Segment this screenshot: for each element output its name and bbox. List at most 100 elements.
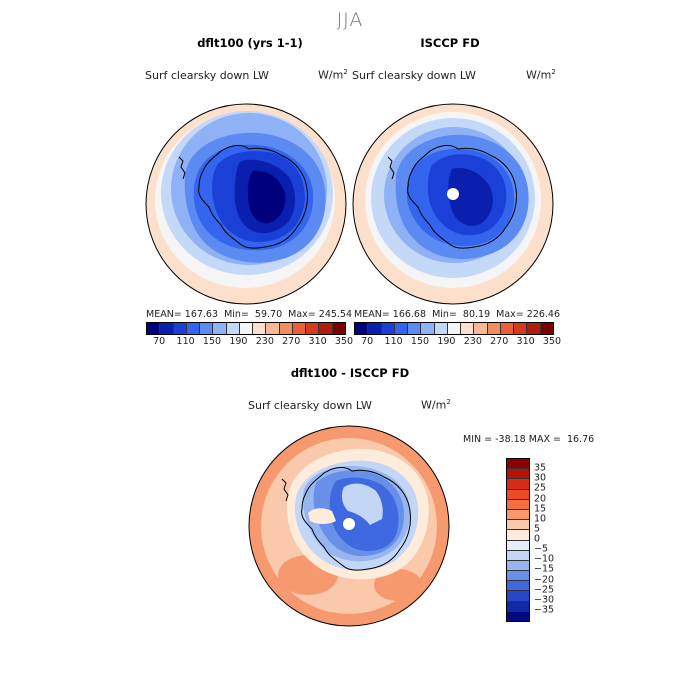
colorbar-swatch bbox=[507, 571, 529, 582]
colorbar-swatch bbox=[540, 323, 553, 334]
colorbar-swatch bbox=[507, 530, 529, 541]
colorbar-tick-label: 150 bbox=[410, 336, 430, 347]
field-band-70 bbox=[247, 170, 286, 224]
colorbar-tick-label: 150 bbox=[202, 336, 222, 347]
colorbar-swatch bbox=[266, 323, 280, 334]
colorbar-swatch bbox=[160, 323, 174, 334]
colorbar-swatch bbox=[507, 509, 529, 521]
colorbar-tick-label: −25 bbox=[534, 584, 555, 596]
panel-1-title: dflt100 (yrs 1-1) bbox=[197, 36, 303, 50]
colorbar-tick-label: 110 bbox=[176, 336, 195, 347]
colorbar-swatch bbox=[394, 323, 409, 334]
colorbar-tick-label: 70 bbox=[361, 336, 374, 347]
colorbar-tick-label: 110 bbox=[384, 336, 403, 347]
panel-1-polar-map bbox=[145, 103, 347, 305]
antarctica-coastline bbox=[198, 144, 308, 249]
panel-2-variable: Surf clearsky down LW bbox=[352, 69, 476, 82]
colorbar-swatch bbox=[527, 323, 541, 334]
colorbar-tick-label: −5 bbox=[534, 543, 549, 555]
colorbar-tick-label: 15 bbox=[534, 503, 547, 515]
colorbar-tick-label: 230 bbox=[463, 336, 482, 347]
colorbar-swatch bbox=[514, 323, 528, 334]
peninsula-coastline bbox=[387, 156, 395, 180]
peninsula-coastline bbox=[281, 478, 289, 502]
colorbar-swatch bbox=[461, 323, 475, 334]
panel-2-map-border bbox=[352, 103, 554, 305]
colorbar-tick-label: 5 bbox=[534, 523, 541, 535]
colorbar-tick-label: 30 bbox=[534, 472, 547, 484]
colorbar-swatch bbox=[186, 323, 201, 334]
antarctica-coastline bbox=[301, 466, 411, 571]
colorbar-swatch bbox=[487, 323, 501, 334]
panel-2-colorbar bbox=[354, 322, 554, 335]
colorbar-swatch bbox=[474, 323, 488, 334]
panel-2-polar-map bbox=[352, 103, 554, 305]
peninsula-coastline bbox=[178, 156, 186, 180]
panel-2-units: W/m2 bbox=[526, 68, 556, 82]
colorbar-swatch bbox=[368, 323, 382, 334]
colorbar-tick-label: −15 bbox=[534, 563, 555, 575]
colorbar-tick-label: 310 bbox=[308, 336, 327, 347]
colorbar-swatch bbox=[355, 323, 369, 334]
colorbar-swatch bbox=[226, 323, 240, 334]
panel-3-units: W/m2 bbox=[421, 398, 451, 412]
colorbar-swatch bbox=[279, 323, 293, 334]
panel-1-colorbar bbox=[146, 322, 346, 335]
colorbar-tick-label: −20 bbox=[534, 574, 555, 585]
colorbar-swatch bbox=[507, 459, 529, 470]
colorbar-swatch bbox=[292, 323, 307, 334]
colorbar-swatch bbox=[507, 499, 529, 510]
colorbar-tick-label: −35 bbox=[534, 604, 555, 616]
colorbar-swatch bbox=[507, 591, 529, 602]
panel-3-title: dflt100 - ISCCP FD bbox=[290, 366, 410, 380]
colorbar-swatch bbox=[507, 560, 529, 572]
colorbar-tick-label: 35 bbox=[534, 462, 547, 474]
colorbar-swatch bbox=[507, 540, 529, 551]
field-band-90 bbox=[448, 167, 493, 226]
panel-2-title: ISCCP FD bbox=[420, 36, 480, 50]
colorbar-tick-label: 350 bbox=[542, 336, 562, 347]
colorbar-swatch bbox=[500, 323, 515, 334]
colorbar-swatch bbox=[507, 469, 529, 480]
colorbar-swatch bbox=[239, 323, 254, 334]
panel-3-polar-map bbox=[248, 425, 450, 627]
colorbar-tick-label: 190 bbox=[437, 336, 456, 347]
colorbar-tick-label: 270 bbox=[282, 336, 301, 347]
colorbar-tick-label: 270 bbox=[490, 336, 509, 347]
panel-2-stats: MEAN= 166.68 Min= 80.19 Max= 226.46 bbox=[354, 309, 561, 320]
pole-hole bbox=[447, 188, 459, 200]
colorbar-swatch bbox=[434, 323, 448, 334]
panel-1-variable: Surf clearsky down LW bbox=[145, 69, 269, 82]
colorbar-tick-label: 20 bbox=[534, 493, 547, 504]
colorbar-swatch bbox=[507, 581, 529, 592]
colorbar-swatch bbox=[507, 489, 529, 500]
colorbar-swatch bbox=[332, 323, 345, 334]
colorbar-swatch bbox=[253, 323, 267, 334]
colorbar-tick-label: 310 bbox=[516, 336, 535, 347]
colorbar-swatch bbox=[507, 611, 529, 621]
colorbar-tick-label: 70 bbox=[153, 336, 166, 347]
panel-1-map-border bbox=[145, 103, 347, 305]
colorbar-swatch bbox=[408, 323, 422, 334]
colorbar-tick-label: −10 bbox=[534, 553, 555, 565]
colorbar-swatch bbox=[200, 323, 214, 334]
panel-3-map-border bbox=[248, 425, 450, 627]
colorbar-swatch bbox=[507, 550, 529, 561]
antarctica-coastline bbox=[407, 144, 517, 249]
colorbar-swatch bbox=[213, 323, 227, 334]
panel-1-stats: MEAN= 167.63 Min= 59.70 Max= 245.54 bbox=[146, 309, 353, 320]
panel-1-units: W/m2 bbox=[318, 68, 348, 82]
colorbar-tick-label: 0 bbox=[534, 533, 541, 545]
colorbar-swatch bbox=[147, 323, 161, 334]
colorbar-tick-label: −30 bbox=[534, 594, 555, 606]
colorbar-tick-label: 10 bbox=[534, 513, 547, 525]
colorbar-swatch bbox=[319, 323, 333, 334]
diff-band-zero-interior bbox=[308, 508, 336, 524]
diff-patch-pos bbox=[374, 569, 422, 601]
colorbar-tick-label: 230 bbox=[255, 336, 274, 347]
panel-3-variable: Surf clearsky down LW bbox=[248, 399, 372, 412]
panel-3-colorbar bbox=[506, 458, 530, 622]
colorbar-swatch bbox=[507, 479, 529, 490]
colorbar-tick-label: 350 bbox=[334, 336, 354, 347]
colorbar-swatch bbox=[421, 323, 435, 334]
